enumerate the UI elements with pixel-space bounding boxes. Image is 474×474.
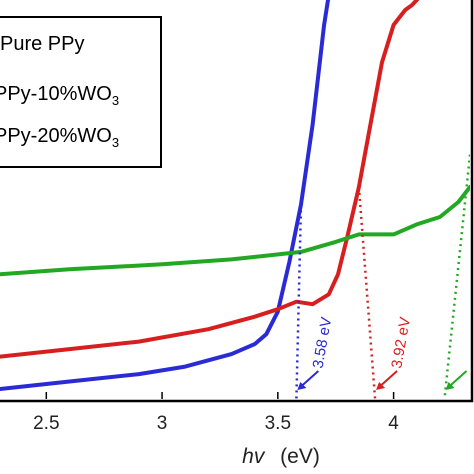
x-tick-label-3: 4	[388, 413, 399, 434]
legend-box	[0, 16, 162, 168]
plot-area: 3.58 eV 3.92 eV	[0, 0, 474, 403]
x-tick-label-1: 3	[157, 413, 168, 434]
x-axis-label: hv (eV)	[242, 445, 320, 468]
svg-text:hv (eV): hv (eV)	[242, 445, 320, 468]
x-axis-label-variable: hv	[242, 445, 266, 468]
tangent-line-1	[357, 186, 377, 399]
legend-label-0: Pure PPy	[0, 33, 84, 55]
series-line-0	[0, 0, 331, 391]
tangent-line-2	[443, 154, 470, 399]
legend: Pure PPy PPy-10%WO3 PPy-20%WO3	[0, 16, 162, 168]
x-axis-label-unit: (eV)	[280, 445, 320, 468]
x-axis: 2.5 3 3.5 4	[33, 392, 399, 434]
plot-frame	[0, 0, 474, 403]
legend-label-2: PPy-20%WO3	[0, 125, 119, 150]
band-gap-arrowhead-0	[297, 382, 307, 390]
series-layer	[0, 0, 470, 391]
series-line-1	[0, 0, 420, 359]
tangent-layer: 3.58 eV 3.92 eV	[295, 154, 470, 399]
legend-label-1: PPy-10%WO3	[0, 83, 119, 108]
x-tick-label-2: 3.5	[265, 413, 291, 434]
x-tick-label-0: 2.5	[33, 413, 59, 434]
band-gap-arrowhead-1	[376, 382, 386, 390]
series-line-2	[0, 185, 470, 277]
tangent-line-0	[295, 204, 303, 399]
band-gap-label-0: 3.58 eV	[310, 316, 336, 370]
band-gap-arrowhead-2	[445, 382, 455, 390]
band-gap-label-1: 3.92 eV	[388, 316, 414, 370]
